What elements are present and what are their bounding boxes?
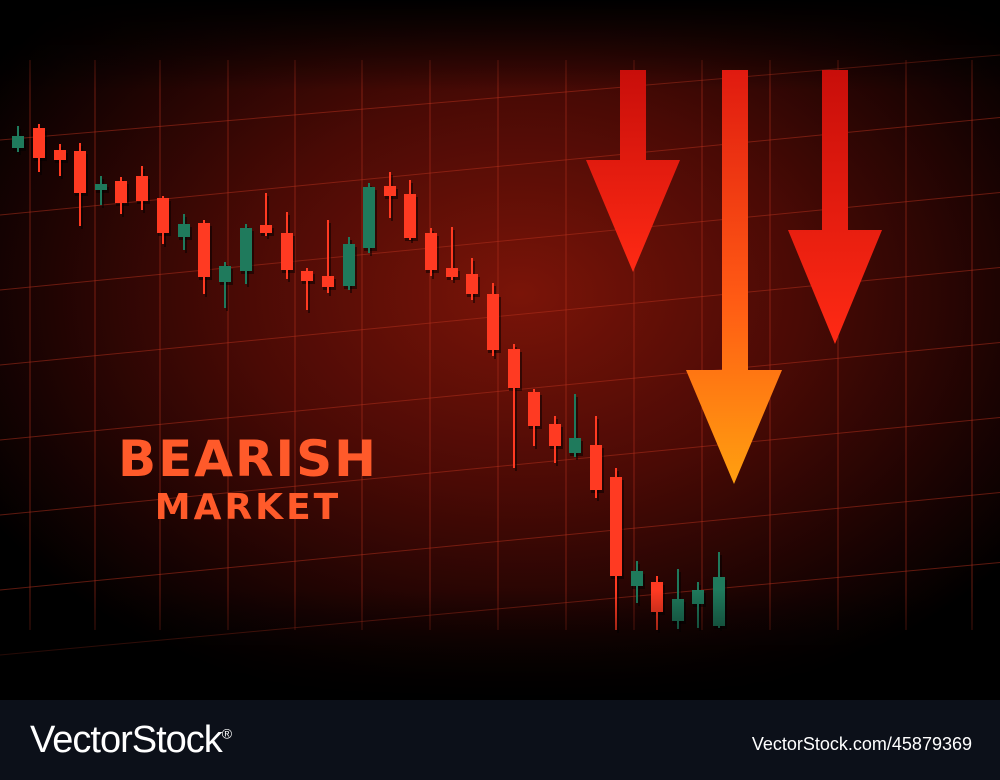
candlestick [322,220,336,296]
headline-market: MARKET [154,487,342,528]
candlestick [95,176,109,208]
candlestick [281,212,295,282]
bottom-vignette [0,590,1000,700]
candlestick [384,172,398,221]
candlestick [487,283,501,359]
bearish-market-illustration [0,0,1000,700]
candlestick [590,416,604,501]
candlestick [466,258,480,303]
registered-mark: ® [221,725,232,742]
candlestick [12,126,26,155]
grid-line [0,342,1000,441]
candlestick [425,228,439,279]
candlestick [240,224,254,287]
candlestick [301,268,315,313]
brand-logo: VectorStock® [30,719,232,762]
down-arrow-icon [788,70,882,344]
candlestick [363,183,377,256]
candlestick [404,180,418,243]
candlestick [115,177,129,217]
down-arrow-icon [586,70,680,272]
top-vignette [0,0,1000,90]
headline-bearish: BEARISH [118,430,378,488]
down-arrow-icon [686,70,782,484]
candlestick [157,196,171,247]
grid-line [0,492,1000,591]
candlestick [569,394,583,460]
grid-line [0,417,1000,516]
candlestick [33,124,47,175]
down-arrows [586,70,882,484]
candlestick [528,389,542,449]
candlestick [446,227,460,283]
candlestick [343,237,357,293]
candlestick [260,193,274,239]
candlestick [136,166,150,213]
candlestick [178,214,192,253]
headline: BEARISH MARKET [108,430,388,528]
candlestick [549,416,563,466]
candlestick [508,344,522,471]
candlestick [74,143,88,229]
watermark-footer: VectorStock® VectorStock.com/45879369 [0,700,1000,780]
candlestick [198,220,212,297]
candlestick [219,262,233,311]
image-id: VectorStock.com/45879369 [751,734,972,754]
candlestick [54,144,68,179]
brand-name: VectorStock [30,719,223,761]
